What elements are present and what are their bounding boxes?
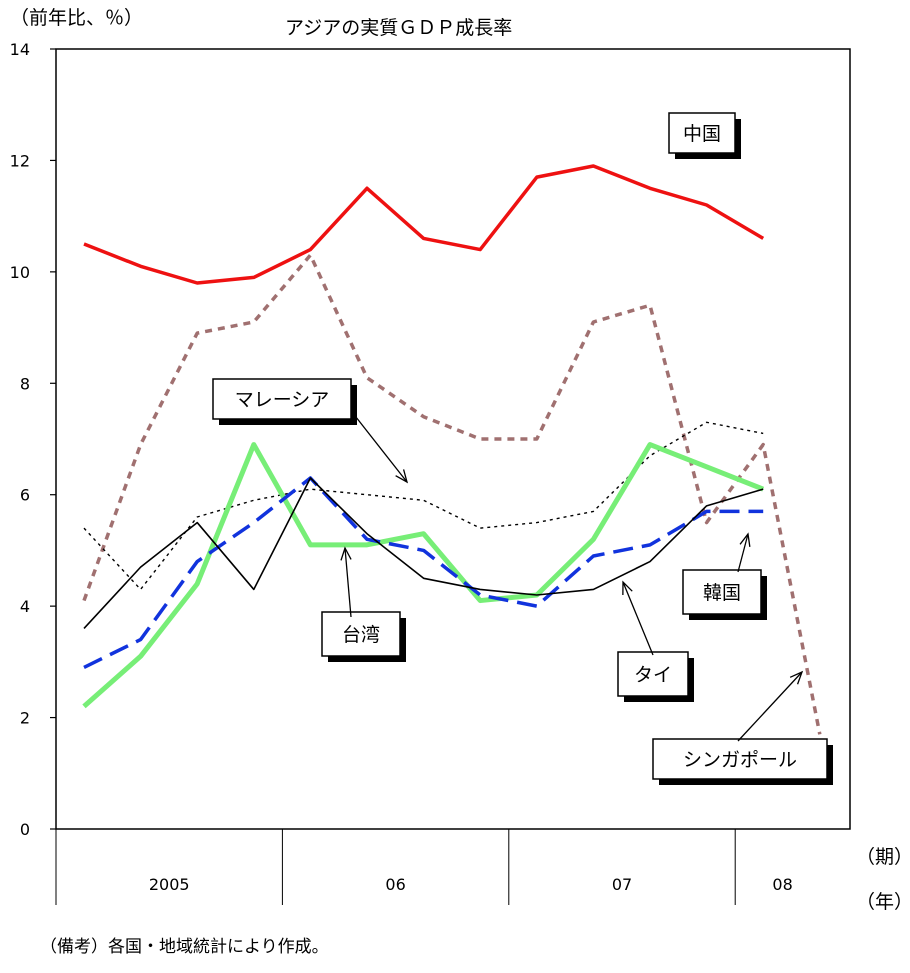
y-axis: 0 2 4 6 8 10 12 14 <box>10 40 56 839</box>
source-note: （備考）各国・地域統計により作成。 <box>40 937 329 957</box>
callout-arrowhead <box>789 670 804 685</box>
callout-arrow <box>351 411 408 483</box>
series-line <box>82 253 822 735</box>
callout-arrowhead <box>340 546 352 561</box>
series-label-box <box>652 738 828 780</box>
series-line <box>82 442 765 709</box>
x-year-tick-label: 07 <box>612 875 632 894</box>
y-tick-label: 12 <box>10 151 30 170</box>
y-tick-label: 4 <box>20 597 30 616</box>
series-label-box <box>682 569 762 615</box>
series-label: タイ <box>634 664 672 686</box>
series-label: シンガポール <box>683 749 797 771</box>
x-year-tick-label: 2005 <box>149 875 190 894</box>
series-line <box>83 421 764 591</box>
series-label-box <box>668 112 736 154</box>
callout-arrowhead <box>395 469 409 484</box>
series-line <box>83 477 764 629</box>
x-year-tick-label: 08 <box>772 875 792 894</box>
series-label: マレーシア <box>235 389 330 411</box>
y-tick-label: 6 <box>20 486 30 505</box>
y-tick-label: 14 <box>10 40 30 59</box>
callout-arrow <box>344 547 352 618</box>
series-line <box>83 164 765 285</box>
y-tick-label: 8 <box>20 374 30 393</box>
series-label: 中国 <box>683 123 721 145</box>
chart-title: アジアの実質ＧＤＰ成長率 <box>285 17 512 39</box>
y-tick-label: 2 <box>20 709 30 728</box>
callout-arrow <box>622 581 654 656</box>
callout-arrow <box>737 671 803 742</box>
x-period-label: （期） <box>856 846 910 868</box>
series-label: 台湾 <box>342 624 380 646</box>
callout-arrowhead <box>622 580 633 596</box>
callout-arrowhead <box>739 532 751 547</box>
x-axis: 2005 06 07 08 <box>55 829 793 905</box>
series-line <box>83 476 764 669</box>
callout-arrow <box>737 533 749 573</box>
y-tick-label: 10 <box>10 263 30 282</box>
x-year-tick-label: 06 <box>385 875 405 894</box>
plot-area <box>55 48 851 830</box>
series-label: 韓国 <box>703 582 741 604</box>
series-label-box <box>321 611 401 657</box>
y-tick-label: 0 <box>20 820 30 839</box>
x-year-label: （年） <box>856 891 910 913</box>
series-lines <box>82 164 822 735</box>
series-label-box <box>617 651 689 697</box>
y-axis-unit-label: （前年比、％） <box>10 7 143 29</box>
series-label-box <box>212 378 352 420</box>
